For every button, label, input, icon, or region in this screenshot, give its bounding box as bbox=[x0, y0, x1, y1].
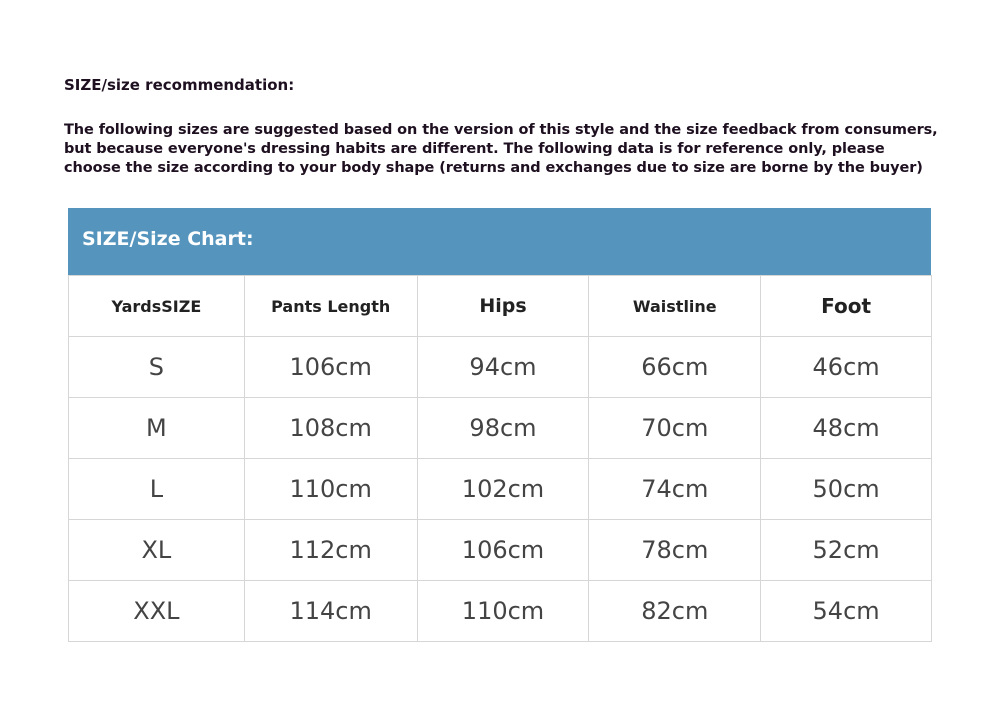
table-row: S 106cm 94cm 66cm 46cm bbox=[68, 336, 932, 398]
page-title: SIZE/size recommendation: bbox=[64, 76, 295, 94]
measurement-cell: 106cm bbox=[243, 336, 418, 398]
measurement-cell: 94cm bbox=[416, 336, 590, 398]
table-row: XL 112cm 106cm 78cm 52cm bbox=[68, 519, 932, 581]
measurement-cell: 46cm bbox=[760, 336, 932, 398]
measurement-cell: 110cm bbox=[243, 458, 418, 520]
measurement-cell: 82cm bbox=[588, 580, 762, 642]
description-line: The following sizes are suggested based … bbox=[64, 122, 938, 138]
column-header: Foot bbox=[760, 275, 932, 337]
size-chart-title: SIZE/Size Chart: bbox=[82, 228, 254, 250]
description-line: choose the size according to your body s… bbox=[64, 160, 923, 176]
measurement-cell: 114cm bbox=[243, 580, 418, 642]
measurement-cell: 50cm bbox=[760, 458, 932, 520]
table-row: L 110cm 102cm 74cm 50cm bbox=[68, 458, 932, 520]
measurement-cell: 70cm bbox=[588, 397, 762, 459]
column-header: Waistline bbox=[588, 275, 762, 337]
measurement-cell: 106cm bbox=[416, 519, 590, 581]
measurement-cell: 98cm bbox=[416, 397, 590, 459]
measurement-cell: 48cm bbox=[760, 397, 932, 459]
measurement-cell: 66cm bbox=[588, 336, 762, 398]
description-line: but because everyone's dressing habits a… bbox=[64, 141, 885, 157]
measurement-cell: 110cm bbox=[416, 580, 590, 642]
measurement-cell: 52cm bbox=[760, 519, 932, 581]
measurement-cell: 78cm bbox=[588, 519, 762, 581]
measurement-cell: 108cm bbox=[243, 397, 418, 459]
size-cell: M bbox=[68, 397, 245, 459]
size-chart-banner: SIZE/Size Chart: bbox=[68, 208, 931, 275]
size-cell: S bbox=[68, 336, 245, 398]
table-row: M 108cm 98cm 70cm 48cm bbox=[68, 397, 932, 459]
column-header: Pants Length bbox=[243, 275, 418, 337]
table-row: XXL 114cm 110cm 82cm 54cm bbox=[68, 580, 932, 642]
measurement-cell: 54cm bbox=[760, 580, 932, 642]
measurement-cell: 112cm bbox=[243, 519, 418, 581]
size-cell: XXL bbox=[68, 580, 245, 642]
table-header-row: YardsSIZE Pants Length Hips Waistline Foot bbox=[68, 275, 932, 337]
size-cell: L bbox=[68, 458, 245, 520]
measurement-cell: 102cm bbox=[416, 458, 590, 520]
size-cell: XL bbox=[68, 519, 245, 581]
measurement-cell: 74cm bbox=[588, 458, 762, 520]
description: The following sizes are suggested based … bbox=[64, 121, 964, 178]
size-table: YardsSIZE Pants Length Hips Waistline Foot S 1… bbox=[68, 275, 932, 642]
column-header: Hips bbox=[416, 275, 590, 337]
column-header: YardsSIZE bbox=[68, 275, 245, 337]
